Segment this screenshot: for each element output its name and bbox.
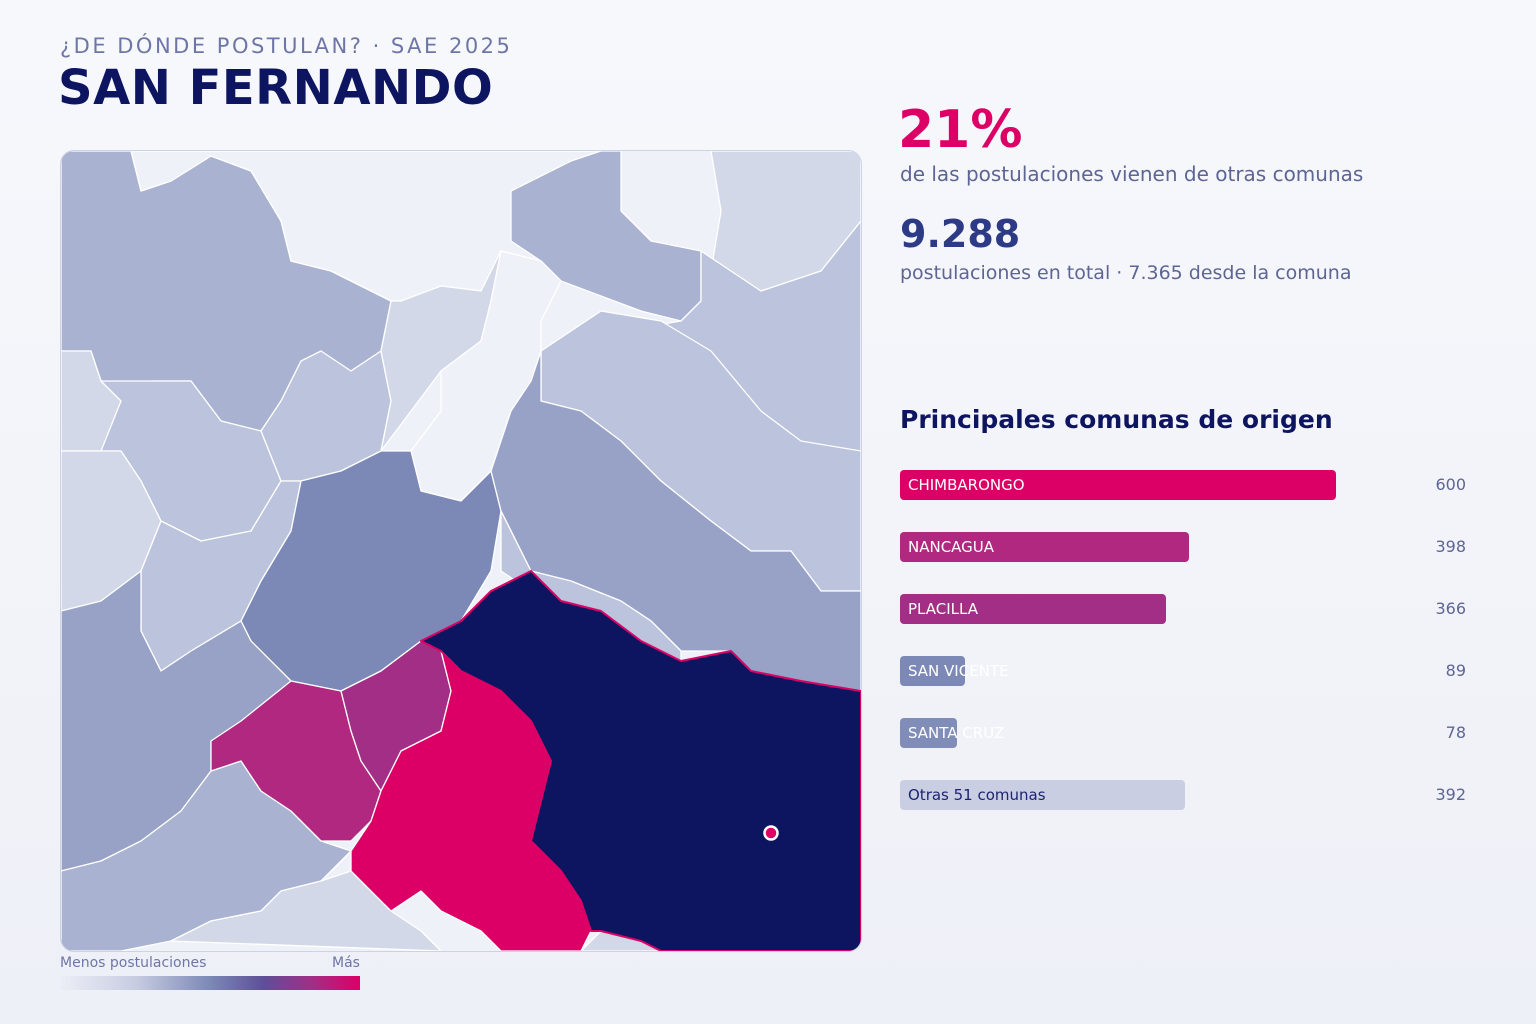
origin-row: Otras 51 comunas 392 bbox=[900, 780, 1470, 810]
report-kicker: ¿DE DÓNDE POSTULAN? · SAE 2025 bbox=[60, 34, 513, 58]
legend-max-label: Más bbox=[332, 955, 360, 971]
legend-min-label: Menos postulaciones bbox=[60, 955, 207, 971]
map-canvas bbox=[61, 151, 861, 951]
origin-bar-value: 392 bbox=[1435, 785, 1466, 804]
origin-bar-value: 89 bbox=[1445, 661, 1466, 680]
choropleth-map bbox=[60, 150, 862, 952]
map-region-san-fernando[interactable] bbox=[420, 570, 861, 951]
origin-bar-value: 398 bbox=[1435, 537, 1466, 556]
origin-row: SANTA CRUZ 78 bbox=[900, 718, 1470, 748]
origin-bar-label: SAN VICENTE bbox=[908, 662, 1009, 680]
origin-bar-label: PLACILLA bbox=[908, 600, 978, 618]
page-title: SAN FERNANDO bbox=[58, 60, 494, 116]
map-region[interactable] bbox=[61, 760, 352, 951]
origin-bar[interactable] bbox=[900, 780, 1185, 810]
legend-gradient bbox=[60, 976, 360, 990]
origin-bar-label: NANCAGUA bbox=[908, 538, 995, 556]
external-share-caption: de las postulaciones vienen de otras com… bbox=[900, 162, 1364, 186]
origin-row: NANCAGUA 398 bbox=[900, 532, 1470, 562]
origin-bar[interactable] bbox=[900, 594, 1166, 624]
commune-marker[interactable] bbox=[763, 825, 779, 841]
map-region[interactable] bbox=[170, 870, 442, 951]
external-share-value: 21% bbox=[898, 100, 1023, 160]
origin-row: PLACILLA 366 bbox=[900, 594, 1470, 624]
origin-row: CHIMBARONGO 600 bbox=[900, 470, 1470, 500]
origin-bar[interactable] bbox=[900, 656, 965, 686]
origin-bar-label: SANTA CRUZ bbox=[908, 724, 1005, 742]
origin-bar-label: CHIMBARONGO bbox=[908, 476, 1025, 494]
total-applications-caption: postulaciones en total · 7.365 desde la … bbox=[900, 262, 1352, 284]
origin-bar[interactable] bbox=[900, 470, 1336, 500]
origin-bar-label: Otras 51 comunas bbox=[908, 786, 1046, 804]
origin-bar-value: 600 bbox=[1435, 475, 1466, 494]
origin-bar-value: 366 bbox=[1435, 599, 1466, 618]
total-applications-value: 9.288 bbox=[900, 212, 1021, 256]
origin-row: SAN VICENTE 89 bbox=[900, 656, 1470, 686]
origin-bar[interactable] bbox=[900, 532, 1189, 562]
origin-bar-value: 78 bbox=[1445, 723, 1466, 742]
origins-section-title: Principales comunas de origen bbox=[900, 405, 1333, 434]
origin-bar[interactable] bbox=[900, 718, 957, 748]
